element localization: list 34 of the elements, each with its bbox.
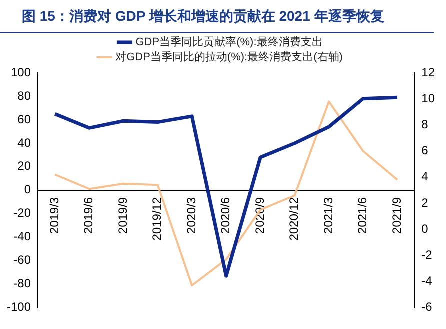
x-tick-label: 2019/12 xyxy=(150,197,164,241)
y2-tick-label: -4 xyxy=(422,274,433,288)
chart-title: 图 15：消费对 GDP 增长和增速的贡献在 2021 年逐季恢复 xyxy=(0,0,434,33)
x-tick-label: 2020/6 xyxy=(218,197,233,234)
y2-tick-label: 4 xyxy=(422,170,429,184)
y-tick-label: -80 xyxy=(14,276,32,291)
y2-tick-label: 0 xyxy=(422,222,429,236)
legend-label: 对GDP当季同比的拉动(%):最终消费支出(右轴) xyxy=(116,50,343,64)
y-tick-label: 80 xyxy=(18,88,32,103)
x-tick-label: 2020/12 xyxy=(287,197,302,241)
y-tick-label: 60 xyxy=(18,112,32,126)
y-tick-label: -60 xyxy=(14,253,32,268)
y2-tick-label: 8 xyxy=(422,117,429,132)
x-tick-label: 2019/9 xyxy=(116,197,130,234)
y-tick-label: -100 xyxy=(6,300,32,314)
x-tick-label: 2019/3 xyxy=(47,197,62,234)
y2-tick-label: -2 xyxy=(422,248,433,262)
x-tick-label: 2021/3 xyxy=(321,197,336,234)
y2-tick-label: 12 xyxy=(422,65,436,80)
y2-tick-label: 10 xyxy=(422,91,436,106)
legend-label: GDP当季同比贡献率(%):最终消费支出 xyxy=(136,36,323,49)
y-tick-label: 100 xyxy=(10,65,32,80)
y-tick-label: 20 xyxy=(18,159,32,174)
y-tick-label: -40 xyxy=(14,230,32,244)
y2-tick-label: -6 xyxy=(422,300,433,314)
y-tick-label: 40 xyxy=(18,136,32,150)
y-tick-label: -20 xyxy=(14,206,32,220)
y2-tick-label: 2 xyxy=(422,196,429,210)
x-tick-label: 2021/6 xyxy=(356,197,370,234)
y-tick-label: 0 xyxy=(24,182,32,197)
x-tick-label: 2020/3 xyxy=(184,197,198,234)
x-tick-label: 2019/6 xyxy=(82,197,96,234)
x-tick-label: 2021/9 xyxy=(390,197,404,234)
y2-tick-label: 6 xyxy=(422,144,429,158)
